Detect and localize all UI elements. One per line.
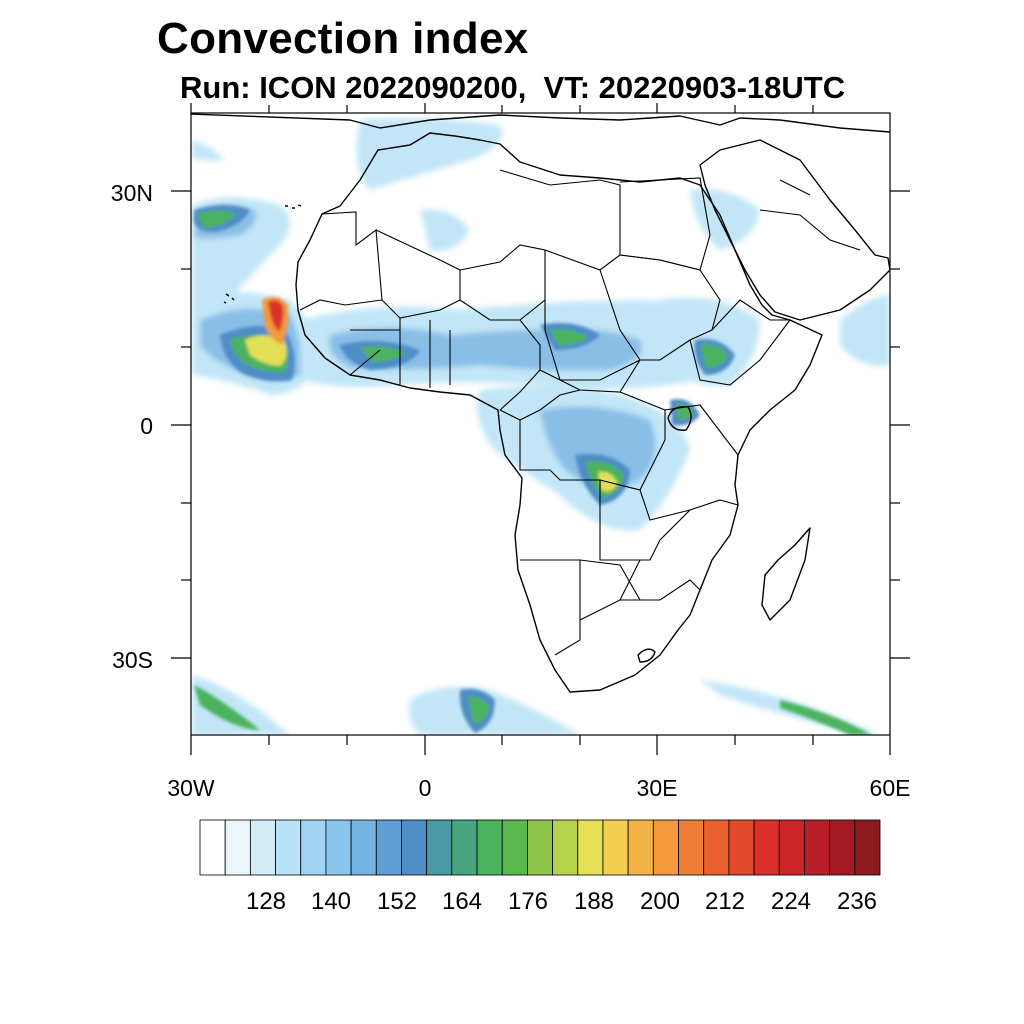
chart-title: Convection index bbox=[157, 14, 529, 63]
lon-label-30e: 30E bbox=[636, 775, 678, 801]
colorbar-label: 200 bbox=[639, 888, 681, 915]
colorbar-swatch bbox=[804, 819, 831, 876]
colorbar-swatch bbox=[678, 819, 705, 876]
lat-label-30n: 30N bbox=[110, 180, 153, 206]
colorbar-swatch bbox=[325, 819, 352, 876]
colorbar-label: 188 bbox=[573, 888, 615, 915]
colorbar-label: 212 bbox=[704, 888, 746, 915]
colorbar-swatch bbox=[476, 819, 503, 876]
colorbar-swatch bbox=[375, 819, 402, 876]
country-borders bbox=[299, 169, 861, 656]
coastlines bbox=[191, 113, 890, 693]
lon-label-60e: 60E bbox=[869, 775, 911, 801]
colorbar-swatch bbox=[300, 819, 327, 876]
map-frame bbox=[171, 103, 910, 755]
colorbar-swatch bbox=[451, 819, 478, 876]
colorbar-swatch bbox=[401, 819, 428, 876]
lat-label-30s: 30S bbox=[112, 647, 153, 673]
colorbar-swatch bbox=[703, 819, 730, 876]
colorbar-swatch bbox=[577, 819, 604, 876]
colorbar-swatch bbox=[350, 819, 377, 876]
colorbar bbox=[199, 819, 881, 876]
colorbar-swatch bbox=[854, 819, 881, 876]
map-area bbox=[191, 113, 890, 735]
colorbar-swatch bbox=[829, 819, 856, 876]
colorbar-swatch bbox=[224, 819, 251, 876]
lat-label-0: 0 bbox=[140, 413, 153, 439]
colorbar-swatch bbox=[652, 819, 679, 876]
colorbar-swatch bbox=[552, 819, 579, 876]
colorbar-swatch bbox=[275, 819, 302, 876]
colorbar-swatch bbox=[249, 819, 276, 876]
colorbar-label: 140 bbox=[310, 888, 352, 915]
chart-subtitle: Run: ICON 2022090200, VT: 20220903-18UTC bbox=[180, 70, 846, 105]
colorbar-swatch bbox=[199, 819, 226, 876]
colorbar-swatch bbox=[527, 819, 553, 876]
colorbar-swatch bbox=[728, 819, 755, 876]
colorbar-swatch bbox=[753, 819, 780, 876]
colorbar-label: 164 bbox=[441, 888, 483, 915]
convection-field bbox=[192, 118, 890, 735]
colorbar-label: 224 bbox=[770, 888, 812, 915]
colorbar-swatch bbox=[627, 819, 654, 876]
colorbar-swatch bbox=[501, 819, 528, 876]
colorbar-swatch bbox=[602, 819, 629, 876]
colorbar-label: 236 bbox=[836, 888, 878, 915]
colorbar-swatch bbox=[778, 819, 805, 876]
colorbar-label: 176 bbox=[507, 888, 549, 915]
colorbar-label: 128 bbox=[245, 888, 287, 915]
lon-label-30w: 30W bbox=[167, 775, 215, 801]
colorbar-label: 152 bbox=[376, 888, 418, 915]
colorbar-swatch bbox=[426, 819, 453, 876]
lon-label-0: 0 bbox=[418, 775, 432, 801]
